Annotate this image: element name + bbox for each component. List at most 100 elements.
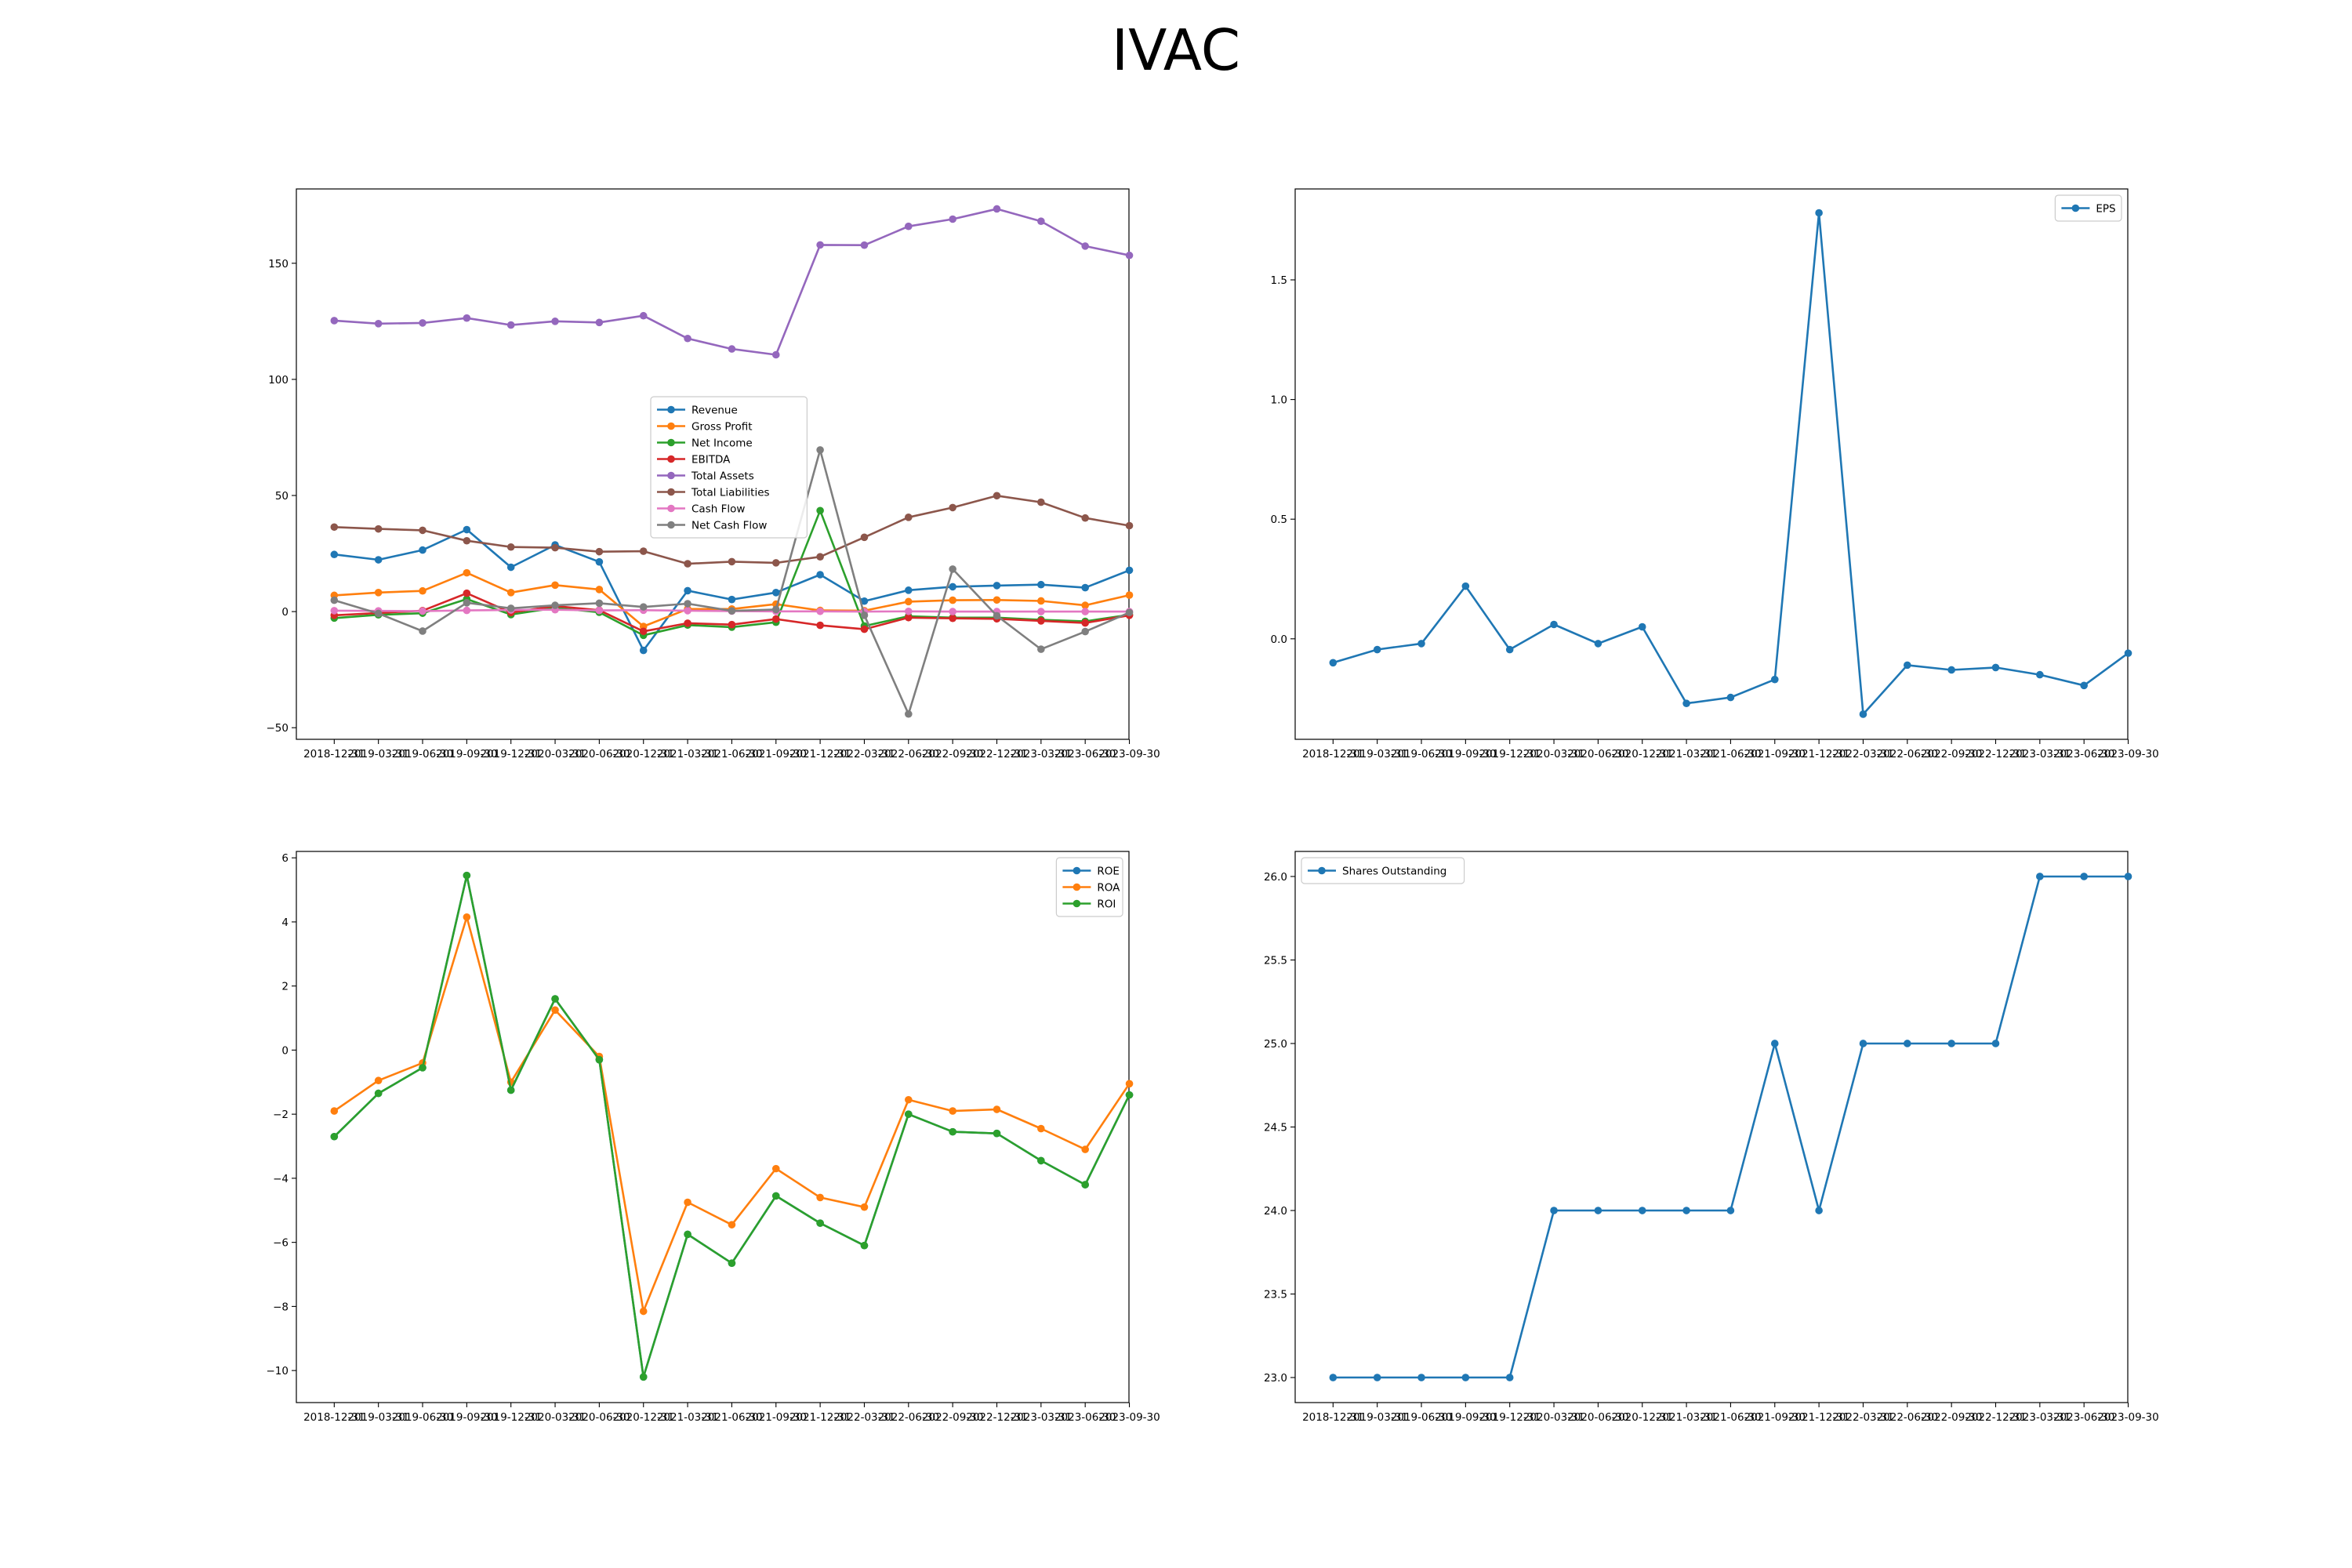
data-point (1638, 1207, 1646, 1214)
data-point (1726, 1207, 1735, 1214)
data-point (1550, 1207, 1558, 1214)
data-point (595, 606, 604, 615)
data-point (905, 710, 913, 718)
data-point (1329, 1374, 1338, 1381)
legend-label: ROI (1097, 898, 1116, 911)
legend-label: EPS (2096, 203, 2115, 216)
x-tick-label: 2022-12-31 (1965, 748, 2026, 760)
data-point (506, 563, 515, 572)
x-tick-label: 2022-06-30 (878, 1411, 939, 1424)
x-tick-label: 2021-06-30 (1700, 748, 1761, 760)
legend-label: Net Income (691, 437, 753, 450)
y-tick-label: 1.0 (1271, 394, 1287, 407)
x-tick-label: 2023-06-30 (1054, 748, 1116, 760)
x-tick-label: 2023-09-30 (2097, 1411, 2158, 1424)
data-point (993, 612, 1001, 620)
x-tick-label: 2023-09-30 (1098, 1411, 1160, 1424)
y-tick-label: 1.5 (1271, 274, 1287, 287)
y-tick-label: 2 (281, 981, 289, 993)
x-tick-label: 2022-12-31 (966, 748, 1027, 760)
x-tick-label: 2019-03-31 (1346, 748, 1407, 760)
series-eps (1329, 209, 2132, 718)
series-line (333, 874, 1131, 1378)
y-tick-label: 0 (281, 1044, 289, 1057)
legend-marker (667, 455, 675, 463)
y-tick-label: −6 (273, 1237, 289, 1250)
data-point (2124, 873, 2132, 880)
data-point (771, 559, 780, 567)
x-tick-label: 2020-12-31 (1612, 1411, 1673, 1424)
x-tick-label: 2020-06-30 (568, 1411, 630, 1424)
x-tick-label: 2021-12-31 (789, 748, 851, 760)
x-tick-label: 2023-06-30 (2053, 1411, 2114, 1424)
x-tick-label: 2022-03-31 (1832, 748, 1893, 760)
data-point (551, 601, 559, 609)
x-tick-label: 2022-06-30 (878, 748, 939, 760)
data-point (860, 625, 869, 633)
data-point (905, 607, 913, 615)
data-point (728, 607, 736, 615)
data-point (639, 547, 648, 555)
x-tick-label: 2020-12-31 (1612, 748, 1673, 760)
y-tick-label: 4 (281, 916, 289, 929)
data-point (1505, 1374, 1514, 1381)
x-tick-label: 2022-03-31 (1832, 1411, 1893, 1424)
data-point (551, 995, 559, 1003)
data-point (949, 583, 956, 591)
data-point (1037, 608, 1045, 615)
chart-1: 2018-12-312019-03-312019-06-302019-09-30… (267, 188, 1160, 760)
data-point (771, 350, 780, 359)
legend-label: Revenue (691, 405, 738, 417)
data-point (1037, 617, 1045, 625)
data-point (639, 1307, 648, 1316)
data-point (684, 619, 691, 627)
data-point (374, 319, 383, 328)
data-point (993, 492, 1001, 500)
legend-marker (1073, 899, 1081, 908)
data-point (905, 222, 913, 230)
data-point (993, 205, 1001, 213)
legend-label: ROE (1097, 866, 1120, 878)
data-point (860, 612, 869, 619)
data-point (506, 321, 515, 329)
data-point (1125, 566, 1134, 575)
series-line (1333, 875, 2129, 1379)
data-point (2080, 681, 2088, 690)
data-point (506, 589, 515, 597)
legend-label: ROA (1097, 882, 1120, 895)
data-point (374, 589, 383, 597)
data-point (1037, 1156, 1045, 1165)
series-line (334, 528, 1130, 652)
data-point (1815, 209, 1823, 217)
x-tick-label: 2018-12-31 (303, 1411, 365, 1424)
legend-marker (667, 521, 675, 529)
data-point (1037, 645, 1045, 653)
data-point (816, 1193, 824, 1202)
y-tick-label: −2 (273, 1109, 289, 1121)
data-point (1125, 1091, 1134, 1099)
data-point (463, 913, 471, 921)
data-point (816, 506, 824, 515)
data-point (1947, 1040, 1955, 1047)
data-point (419, 319, 426, 327)
data-point (463, 314, 471, 322)
data-point (816, 446, 824, 454)
data-point (595, 557, 604, 566)
data-point (905, 586, 913, 594)
x-tick-label: 2019-09-30 (436, 1411, 497, 1424)
x-tick-label: 2019-12-31 (480, 1411, 541, 1424)
data-point (684, 586, 691, 595)
x-tick-label: 2022-09-30 (1921, 1411, 1982, 1424)
x-tick-label: 2018-12-31 (303, 748, 365, 760)
data-point (1859, 710, 1867, 718)
legend: ROE ROA ROI (1055, 857, 1123, 917)
data-point (816, 571, 824, 579)
x-tick-label: 2019-09-30 (436, 748, 497, 760)
data-point (1904, 661, 1911, 670)
data-point (949, 614, 956, 622)
data-point (1081, 242, 1089, 250)
data-point (2080, 873, 2088, 880)
data-point (1037, 1124, 1045, 1133)
data-point (551, 581, 559, 590)
data-point (1417, 640, 1425, 648)
